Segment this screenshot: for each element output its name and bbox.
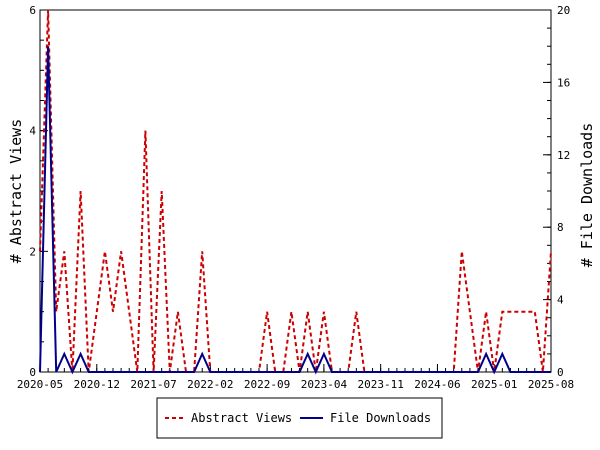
y-right-axis-title: # File Downloads — [578, 123, 596, 268]
x-tick-label: 2025-01 — [471, 378, 517, 391]
x-tick-label: 2025-08 — [528, 378, 574, 391]
plot-area — [39, 9, 552, 373]
y-left-tick-label: 6 — [29, 4, 36, 17]
x-tick-label: 2022-02 — [187, 378, 233, 391]
y-left-tick-label: 2 — [29, 245, 36, 258]
legend-label-abstract-views: Abstract Views — [191, 411, 292, 425]
x-tick-label: 2021-07 — [130, 378, 176, 391]
legend-box — [156, 397, 443, 439]
y-right-tick-label: 4 — [557, 294, 564, 307]
legend-label-file-downloads: File Downloads — [330, 411, 431, 425]
x-tick-label: 2022-09 — [244, 378, 290, 391]
series-line-file-downloads — [39, 46, 551, 375]
y-right-tick-label: 20 — [557, 4, 570, 17]
tick-labels: 2020-05 2020-12 2021-07 2022-02 2022-09 2023-… — [17, 4, 574, 391]
x-tick-label: 2020-05 — [17, 378, 63, 391]
y-right-tick-label: 16 — [557, 76, 570, 89]
y-left-tick-label: 4 — [29, 125, 36, 138]
y-right-tick-label: 12 — [557, 149, 570, 162]
x-tick-label: 2023-04 — [301, 378, 348, 391]
y-left-tick-label: 0 — [29, 366, 36, 379]
series-layer — [39, 9, 552, 375]
x-tick-label: 2024-06 — [414, 378, 460, 391]
x-tick-label: 2023-11 — [357, 378, 403, 391]
y-left-axis-title: # Abstract Views — [7, 119, 25, 264]
series-line-abstract-views — [39, 9, 552, 373]
legend: Abstract Views File Downloads — [156, 397, 443, 439]
y-right-tick-label: 8 — [557, 221, 564, 234]
y-right-tick-label: 0 — [557, 366, 564, 379]
x-tick-label: 2020-12 — [74, 378, 120, 391]
